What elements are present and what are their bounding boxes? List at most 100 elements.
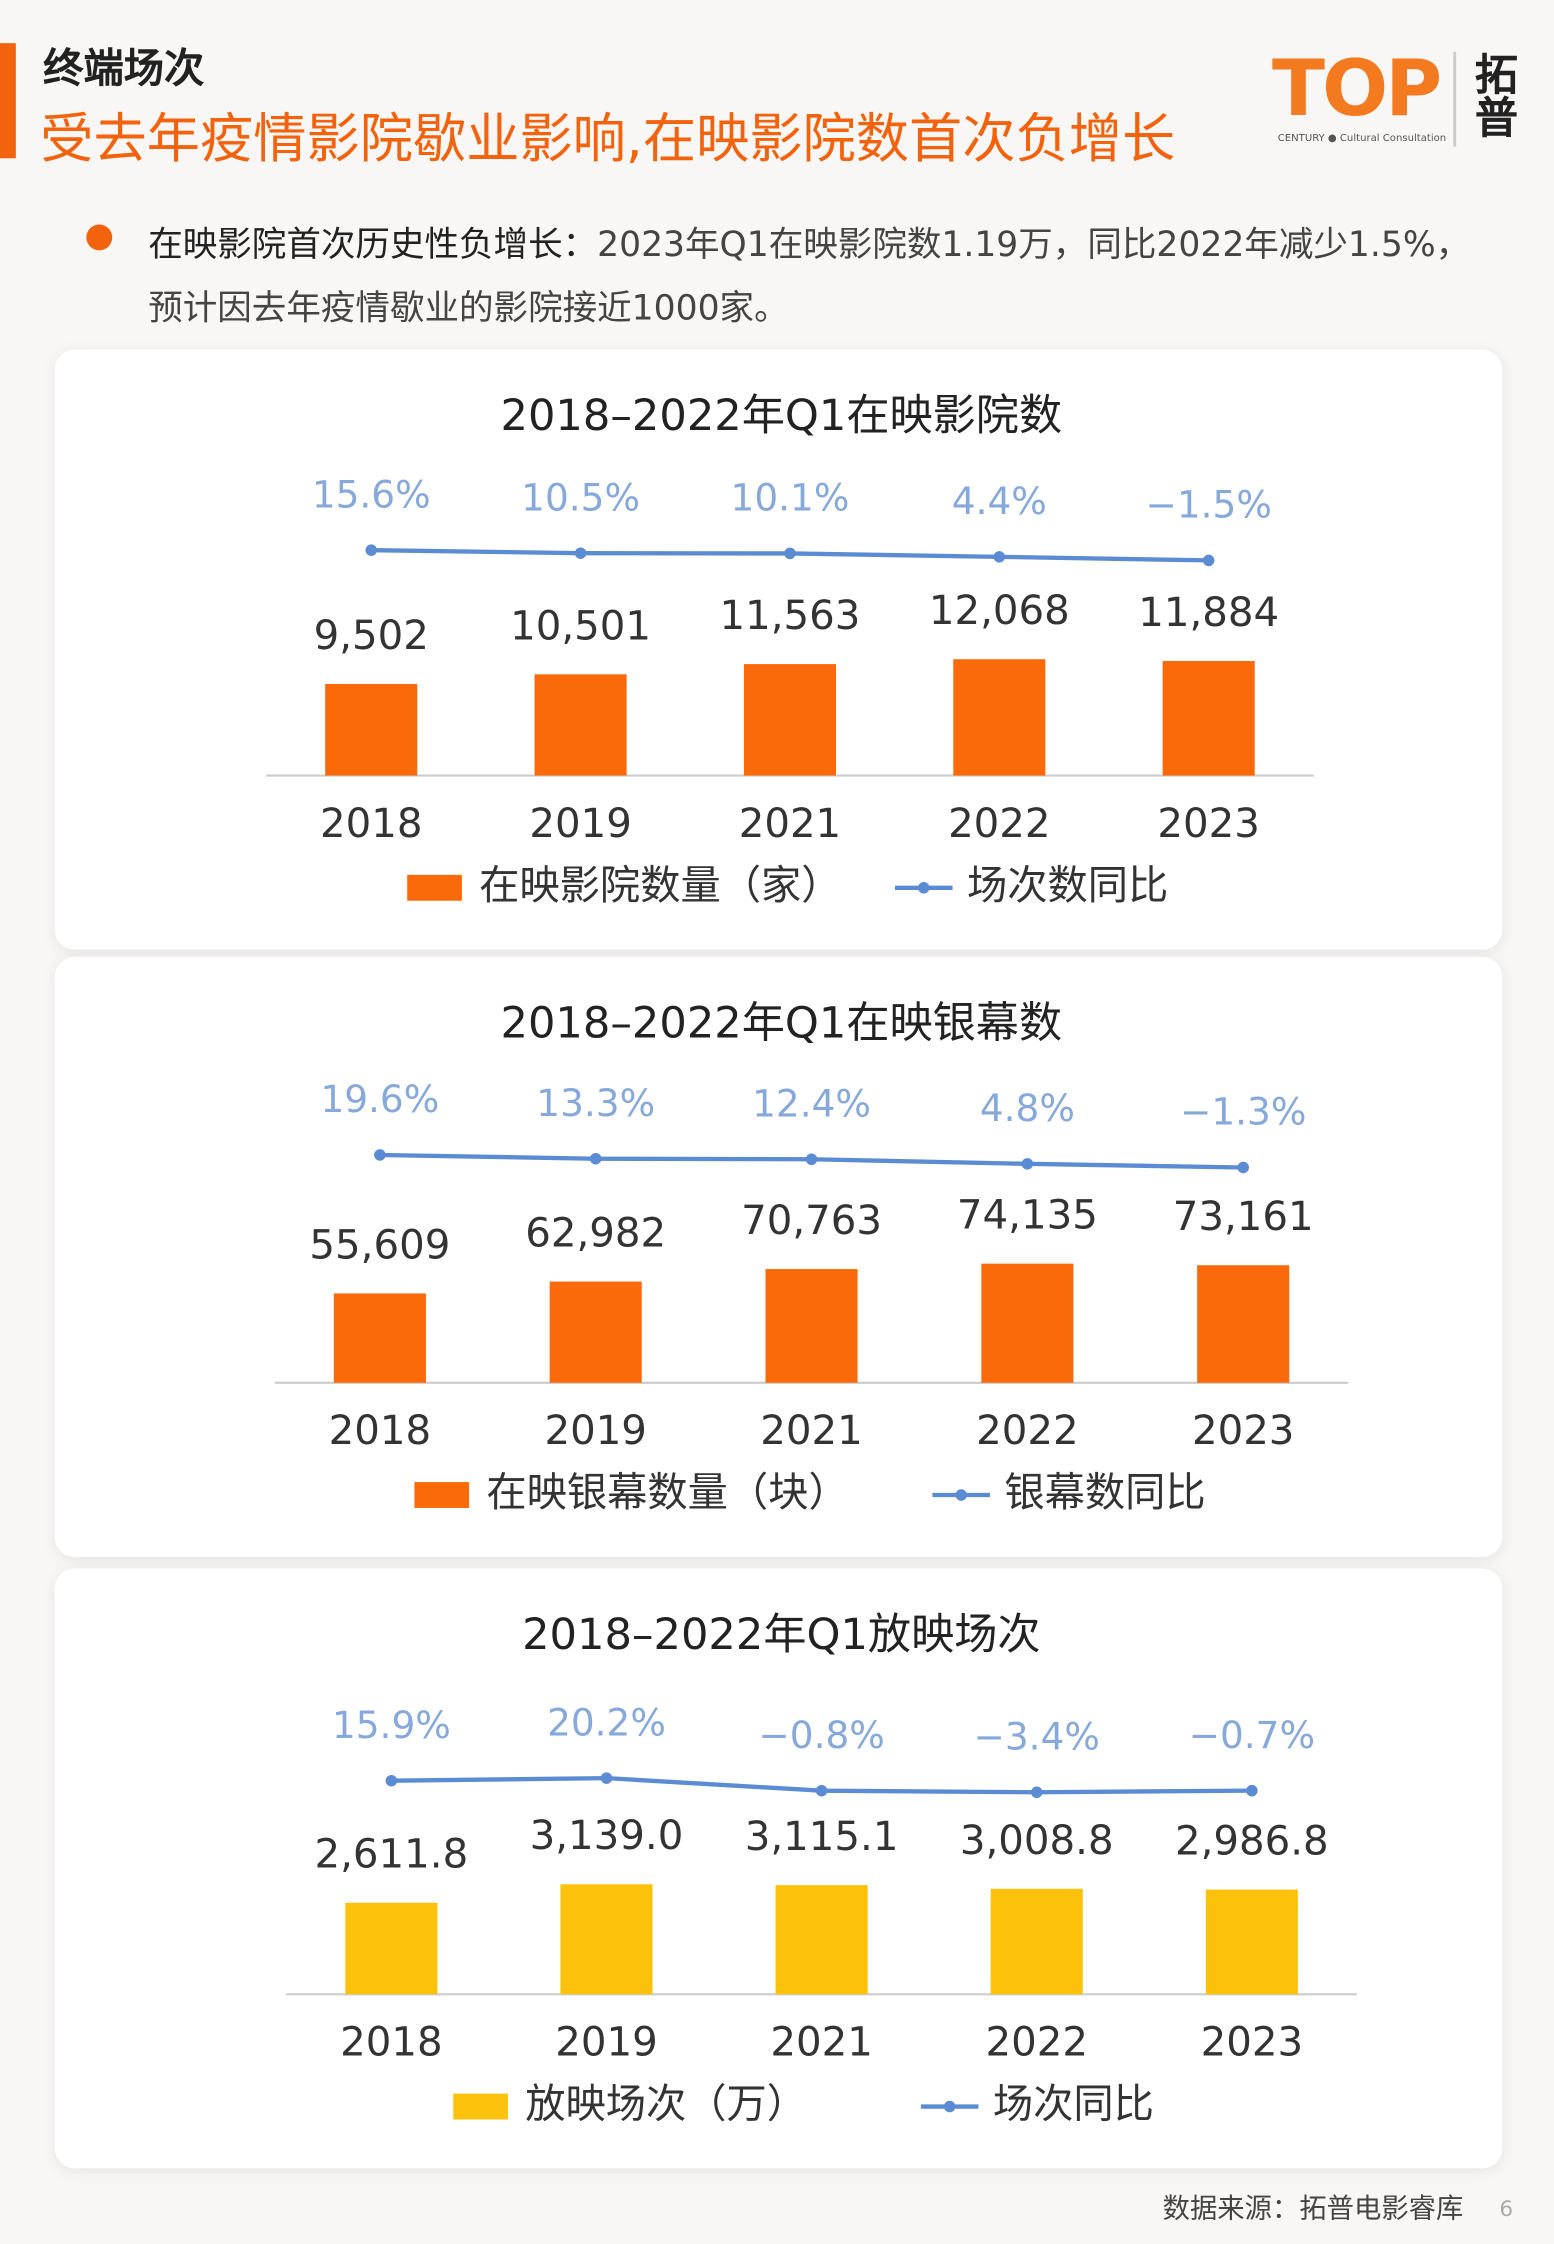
bullet-label: 在映影院首次历史性负增长： xyxy=(148,224,598,265)
x-tick-label: 2019 xyxy=(544,1408,646,1454)
brand: 拓普 xyxy=(1466,51,1517,139)
card xyxy=(54,1568,1503,2169)
legend-label: 放映场次（万） xyxy=(525,2082,807,2128)
bar xyxy=(990,1888,1083,1995)
bar xyxy=(1197,1265,1290,1383)
x-tick-label: 2021 xyxy=(760,1408,862,1454)
bar xyxy=(333,1293,426,1383)
card xyxy=(54,956,1503,1557)
bar xyxy=(765,1269,858,1383)
line-value-label: 4.4% xyxy=(952,479,1047,523)
legend-label: 在映银幕数量（块） xyxy=(486,1470,848,1516)
x-tick-label: 2019 xyxy=(529,801,631,847)
bar-value-label: 74,135 xyxy=(957,1193,1098,1239)
source: 数据来源：拓普电影睿库 xyxy=(1162,2192,1464,2225)
bullet-text: 2023年Q1在映影院数1.19万，同比2022年减少1.5%，预计因去年疫情歇… xyxy=(148,224,1471,329)
legend-dot xyxy=(955,1489,967,1501)
bar-value-label: 73,161 xyxy=(1173,1194,1314,1240)
bar xyxy=(1205,1889,1298,1995)
x-tick-label: 2022 xyxy=(985,2020,1087,2066)
line-point xyxy=(574,547,587,559)
line-point xyxy=(385,1774,398,1787)
legend-dot xyxy=(918,882,930,894)
bar xyxy=(743,664,837,776)
line-point xyxy=(784,547,796,560)
legend-label: 场次数同比 xyxy=(967,863,1168,909)
bar-value-label: 70,763 xyxy=(741,1198,882,1244)
line-value-label: 10.5% xyxy=(521,475,640,519)
x-tick-label: 2021 xyxy=(770,2020,872,2066)
bar-value-label: 62,982 xyxy=(525,1211,666,1257)
bar xyxy=(549,1281,642,1383)
line-value-label: −1.3% xyxy=(1180,1090,1306,1134)
line-value-label: 13.3% xyxy=(536,1081,655,1125)
bar xyxy=(953,659,1046,776)
bar-value-label: 11,884 xyxy=(1138,590,1279,636)
bar-value-label: 2,611.8 xyxy=(315,1832,469,1878)
divider xyxy=(1453,51,1457,147)
x-tick-label: 2022 xyxy=(976,1408,1078,1454)
bar xyxy=(325,683,418,776)
line-value-label: 20.2% xyxy=(547,1700,666,1744)
bar-value-label: 55,609 xyxy=(309,1222,450,1268)
line-value-label: 4.8% xyxy=(980,1086,1075,1130)
line-point xyxy=(1021,1158,1034,1170)
bar-value-label: 12,068 xyxy=(929,588,1070,634)
bar-value-label: 3,139.0 xyxy=(530,1813,684,1859)
line-value-label: −0.8% xyxy=(758,1713,884,1757)
legend-swatch xyxy=(407,874,462,901)
bar xyxy=(345,1902,438,1995)
line-value-label: 10.1% xyxy=(731,476,850,520)
bullet: 在映影院首次历史性负增长：2023年Q1在映影院数1.19万，同比2022年减少… xyxy=(148,213,1493,340)
bar xyxy=(981,1263,1074,1383)
line-point xyxy=(805,1153,818,1166)
bar-value-label: 10,501 xyxy=(510,603,651,649)
x-tick-label: 2023 xyxy=(1157,801,1259,847)
legend-swatch xyxy=(414,1482,470,1508)
x-tick-label: 2023 xyxy=(1192,1408,1294,1454)
accent-bar xyxy=(0,43,16,159)
line-point xyxy=(1237,1161,1249,1174)
legend-label: 场次同比 xyxy=(993,2082,1154,2128)
line-point xyxy=(365,544,377,556)
chart-title: 2018–2022年Q1放映场次 xyxy=(522,1610,1040,1660)
chart-title: 2018–2022年Q1在映银幕数 xyxy=(501,998,1063,1048)
bar-value-label: 3,115.1 xyxy=(745,1814,899,1860)
legend-label: 在映影院数量（家） xyxy=(479,863,841,909)
legend-swatch xyxy=(453,2093,508,2120)
section: 终端场次 xyxy=(43,44,205,93)
x-tick-label: 2018 xyxy=(320,801,422,847)
line-value-label: 15.9% xyxy=(332,1703,451,1747)
line-point xyxy=(600,1772,613,1784)
x-tick-label: 2022 xyxy=(948,801,1050,847)
line-value-label: 15.6% xyxy=(312,472,431,516)
legend-dot xyxy=(943,2100,956,2113)
bar xyxy=(534,674,627,776)
line-point xyxy=(1030,1786,1043,1799)
page-title: 受去年疫情影院歇业影响,在映影院数首次负增长 xyxy=(40,107,1176,170)
line-point xyxy=(589,1152,602,1165)
line-value-label: −1.5% xyxy=(1145,483,1271,527)
bar xyxy=(1162,660,1255,776)
x-tick-label: 2023 xyxy=(1201,2020,1303,2066)
x-tick-label: 2018 xyxy=(340,2020,442,2066)
page-number: 6 xyxy=(1499,2195,1514,2222)
bar-value-label: 11,563 xyxy=(720,593,861,639)
line-point xyxy=(993,551,1006,563)
card xyxy=(54,349,1503,950)
bar-value-label: 2,986.8 xyxy=(1175,1819,1329,1865)
line-value-label: −0.7% xyxy=(1189,1713,1315,1757)
chart-title: 2018–2022年Q1在映影院数 xyxy=(501,391,1063,441)
bar xyxy=(560,1884,653,1995)
line-value-label: 12.4% xyxy=(752,1082,871,1126)
logo: TOP xyxy=(1271,43,1442,134)
x-tick-label: 2018 xyxy=(329,1408,431,1454)
line-point xyxy=(815,1784,828,1797)
line-point xyxy=(1246,1784,1258,1797)
bar xyxy=(775,1885,868,1995)
line-point xyxy=(374,1149,386,1161)
bullet-dot xyxy=(86,224,113,251)
line-value-label: 19.6% xyxy=(320,1077,439,1121)
